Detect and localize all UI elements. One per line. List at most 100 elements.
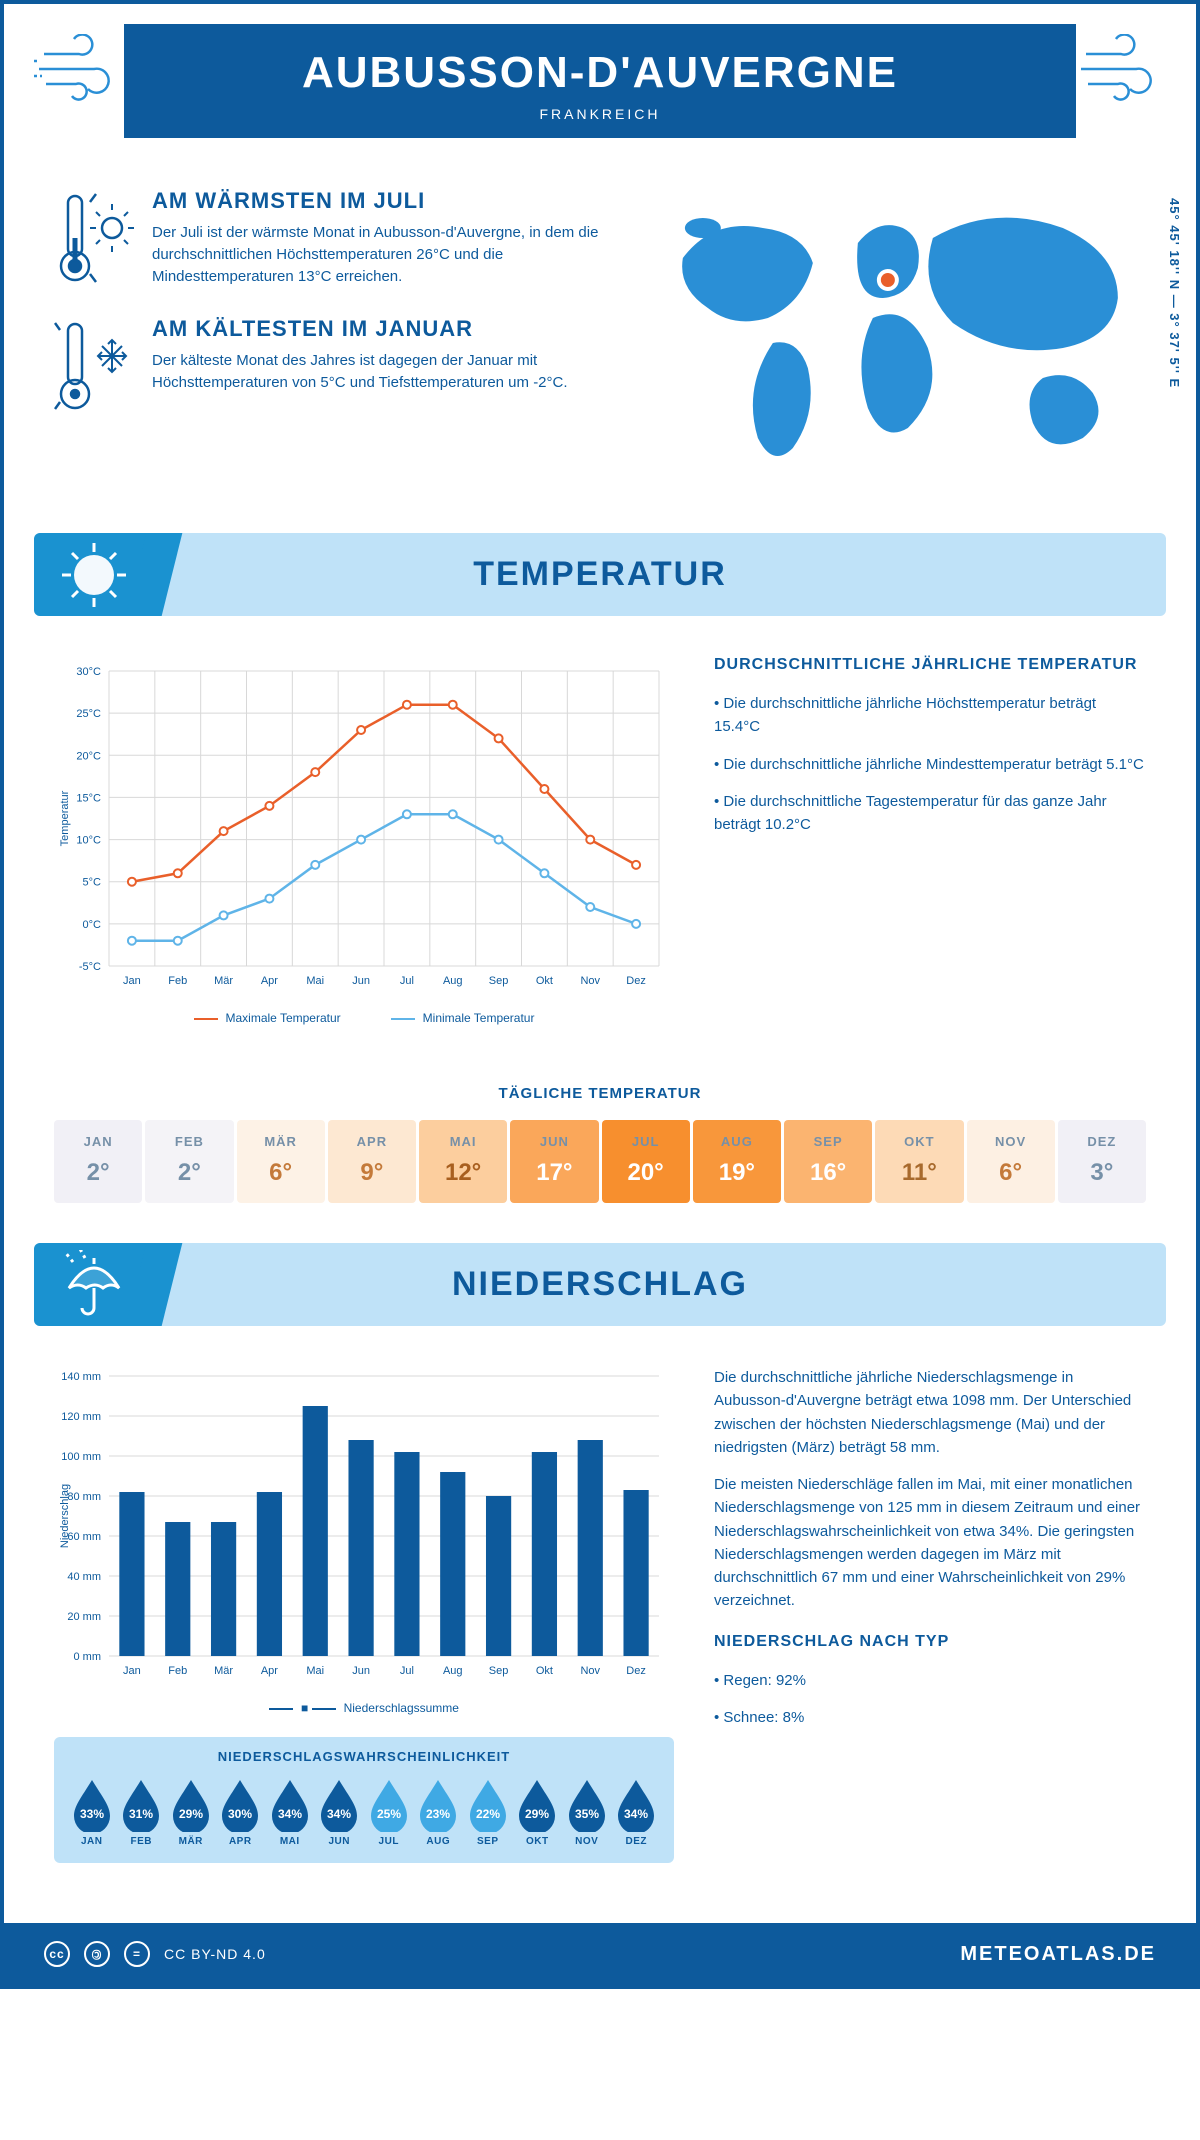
- brand: METEOATLAS.DE: [960, 1943, 1156, 1966]
- svg-text:80 mm: 80 mm: [67, 1491, 101, 1503]
- probability-drop: 31% FEB: [118, 1776, 166, 1847]
- thermometer-sun-icon: [54, 188, 134, 288]
- avg-temp-l3: • Die durchschnittliche Tagestemperatur …: [714, 790, 1146, 837]
- svg-text:Sep: Sep: [489, 975, 509, 987]
- svg-text:34%: 34%: [624, 1807, 648, 1821]
- precipitation-title: NIEDERSCHLAG: [34, 1265, 1166, 1304]
- umbrella-icon: [34, 1243, 154, 1326]
- svg-text:Mai: Mai: [306, 975, 324, 987]
- svg-text:Jul: Jul: [400, 1665, 414, 1677]
- daily-temp-strip: JAN2°FEB2°MÄR6°APR9°MAI12°JUN17°JUL20°AU…: [54, 1120, 1146, 1203]
- svg-text:31%: 31%: [129, 1807, 153, 1821]
- probability-drop: 22% SEP: [464, 1776, 512, 1847]
- svg-text:33%: 33%: [80, 1807, 104, 1821]
- precip-legend-label: Niederschlagssumme: [312, 1701, 459, 1715]
- daily-temp-cell: NOV6°: [967, 1120, 1055, 1203]
- by-icon: 🄯: [84, 1941, 110, 1967]
- svg-text:40 mm: 40 mm: [67, 1571, 101, 1583]
- probability-drop: 35% NOV: [563, 1776, 611, 1847]
- svg-text:34%: 34%: [327, 1807, 351, 1821]
- temp-legend: Maximale Temperatur Minimale Temperatur: [54, 1011, 674, 1025]
- probability-drop: 34% MAI: [266, 1776, 314, 1847]
- svg-text:10°C: 10°C: [76, 835, 101, 847]
- city-title: AUBUSSON-D'AUVERGNE: [144, 48, 1056, 98]
- daily-temp-cell: OKT11°: [875, 1120, 963, 1203]
- svg-text:30°C: 30°C: [76, 666, 101, 678]
- world-map-icon: [640, 188, 1146, 468]
- daily-temp-cell: DEZ3°: [1058, 1120, 1146, 1203]
- svg-text:Feb: Feb: [168, 1665, 187, 1677]
- coldest-text: Der kälteste Monat des Jahres ist dagege…: [152, 350, 610, 394]
- svg-text:20 mm: 20 mm: [67, 1611, 101, 1623]
- svg-text:29%: 29%: [525, 1807, 549, 1821]
- svg-text:Nov: Nov: [580, 1665, 600, 1677]
- svg-text:22%: 22%: [476, 1807, 500, 1821]
- infographic-canvas: AUBUSSON-D'AUVERGNE FRANKREICH AM WÄRMST…: [0, 0, 1200, 1989]
- probability-drop: 33% JAN: [68, 1776, 116, 1847]
- svg-text:25°C: 25°C: [76, 708, 101, 720]
- precipitation-probability-box: NIEDERSCHLAGSWAHRSCHEINLICHKEIT 33% JAN …: [54, 1737, 674, 1863]
- precip-type-l1: • Regen: 92%: [714, 1669, 1146, 1692]
- precip-p1: Die durchschnittliche jährliche Niedersc…: [714, 1366, 1146, 1459]
- temperature-banner: TEMPERATUR: [34, 533, 1166, 616]
- svg-text:Dez: Dez: [626, 975, 646, 987]
- wind-icon: [34, 34, 124, 104]
- daily-temp-title: TÄGLICHE TEMPERATUR: [4, 1085, 1196, 1102]
- svg-text:5°C: 5°C: [83, 877, 102, 889]
- svg-text:Mär: Mär: [214, 975, 233, 987]
- daily-temp-cell: JUN17°: [510, 1120, 598, 1203]
- svg-text:Mai: Mai: [306, 1665, 324, 1677]
- coldest-title: AM KÄLTESTEN IM JANUAR: [152, 316, 610, 342]
- svg-text:Sep: Sep: [489, 1665, 509, 1677]
- svg-text:Okt: Okt: [536, 975, 553, 987]
- country-subtitle: FRANKREICH: [144, 106, 1056, 122]
- precipitation-bar-chart: 0 mm20 mm40 mm60 mm80 mm100 mm120 mm140 …: [54, 1366, 674, 1686]
- svg-text:Feb: Feb: [168, 975, 187, 987]
- prob-title: NIEDERSCHLAGSWAHRSCHEINLICHKEIT: [68, 1749, 660, 1764]
- svg-text:Jan: Jan: [123, 975, 141, 987]
- svg-text:Nov: Nov: [580, 975, 600, 987]
- daily-temp-cell: JAN2°: [54, 1120, 142, 1203]
- intro-row: AM WÄRMSTEN IM JULI Der Juli ist der wär…: [4, 178, 1196, 513]
- warmest-block: AM WÄRMSTEN IM JULI Der Juli ist der wär…: [54, 188, 610, 288]
- warmest-text: Der Juli ist der wärmste Monat in Aubuss…: [152, 222, 610, 287]
- footer: cc 🄯 = CC BY-ND 4.0 METEOATLAS.DE: [4, 1923, 1196, 1985]
- svg-text:35%: 35%: [575, 1807, 599, 1821]
- daily-temp-cell: AUG19°: [693, 1120, 781, 1203]
- svg-text:Apr: Apr: [261, 1665, 278, 1677]
- svg-text:Okt: Okt: [536, 1665, 553, 1677]
- probability-drop: 34% DEZ: [613, 1776, 661, 1847]
- probability-drop: 30% APR: [217, 1776, 265, 1847]
- svg-text:-5°C: -5°C: [79, 961, 101, 973]
- coldest-block: AM KÄLTESTEN IM JANUAR Der kälteste Mona…: [54, 316, 610, 416]
- avg-temp-l1: • Die durchschnittliche jährliche Höchst…: [714, 692, 1146, 739]
- svg-text:0°C: 0°C: [83, 919, 102, 931]
- svg-text:60 mm: 60 mm: [67, 1531, 101, 1543]
- probability-drop: 29% MÄR: [167, 1776, 215, 1847]
- svg-text:30%: 30%: [228, 1807, 252, 1821]
- precip-type-title: NIEDERSCHLAG NACH TYP: [714, 1633, 1146, 1651]
- svg-text:140 mm: 140 mm: [61, 1371, 101, 1383]
- sun-icon: [34, 533, 154, 616]
- thermometer-snow-icon: [54, 316, 134, 416]
- svg-text:23%: 23%: [426, 1807, 450, 1821]
- svg-text:Jun: Jun: [352, 1665, 370, 1677]
- nd-icon: =: [124, 1941, 150, 1967]
- svg-text:20°C: 20°C: [76, 750, 101, 762]
- daily-temp-cell: JUL20°: [602, 1120, 690, 1203]
- svg-text:15°C: 15°C: [76, 792, 101, 804]
- daily-temp-cell: FEB2°: [145, 1120, 233, 1203]
- svg-text:Dez: Dez: [626, 1665, 646, 1677]
- temperature-title: TEMPERATUR: [34, 555, 1166, 594]
- svg-text:Aug: Aug: [443, 1665, 463, 1677]
- precip-legend: ■ Niederschlagssumme: [54, 1701, 674, 1715]
- svg-text:Temperatur: Temperatur: [59, 790, 71, 846]
- precipitation-banner: NIEDERSCHLAG: [34, 1243, 1166, 1326]
- avg-temp-title: DURCHSCHNITTLICHE JÄHRLICHE TEMPERATUR: [714, 656, 1146, 674]
- legend-max: Maximale Temperatur: [194, 1011, 341, 1025]
- svg-text:Aug: Aug: [443, 975, 463, 987]
- daily-temp-cell: APR9°: [328, 1120, 416, 1203]
- svg-text:Jul: Jul: [400, 975, 414, 987]
- svg-text:Jun: Jun: [352, 975, 370, 987]
- svg-text:Apr: Apr: [261, 975, 278, 987]
